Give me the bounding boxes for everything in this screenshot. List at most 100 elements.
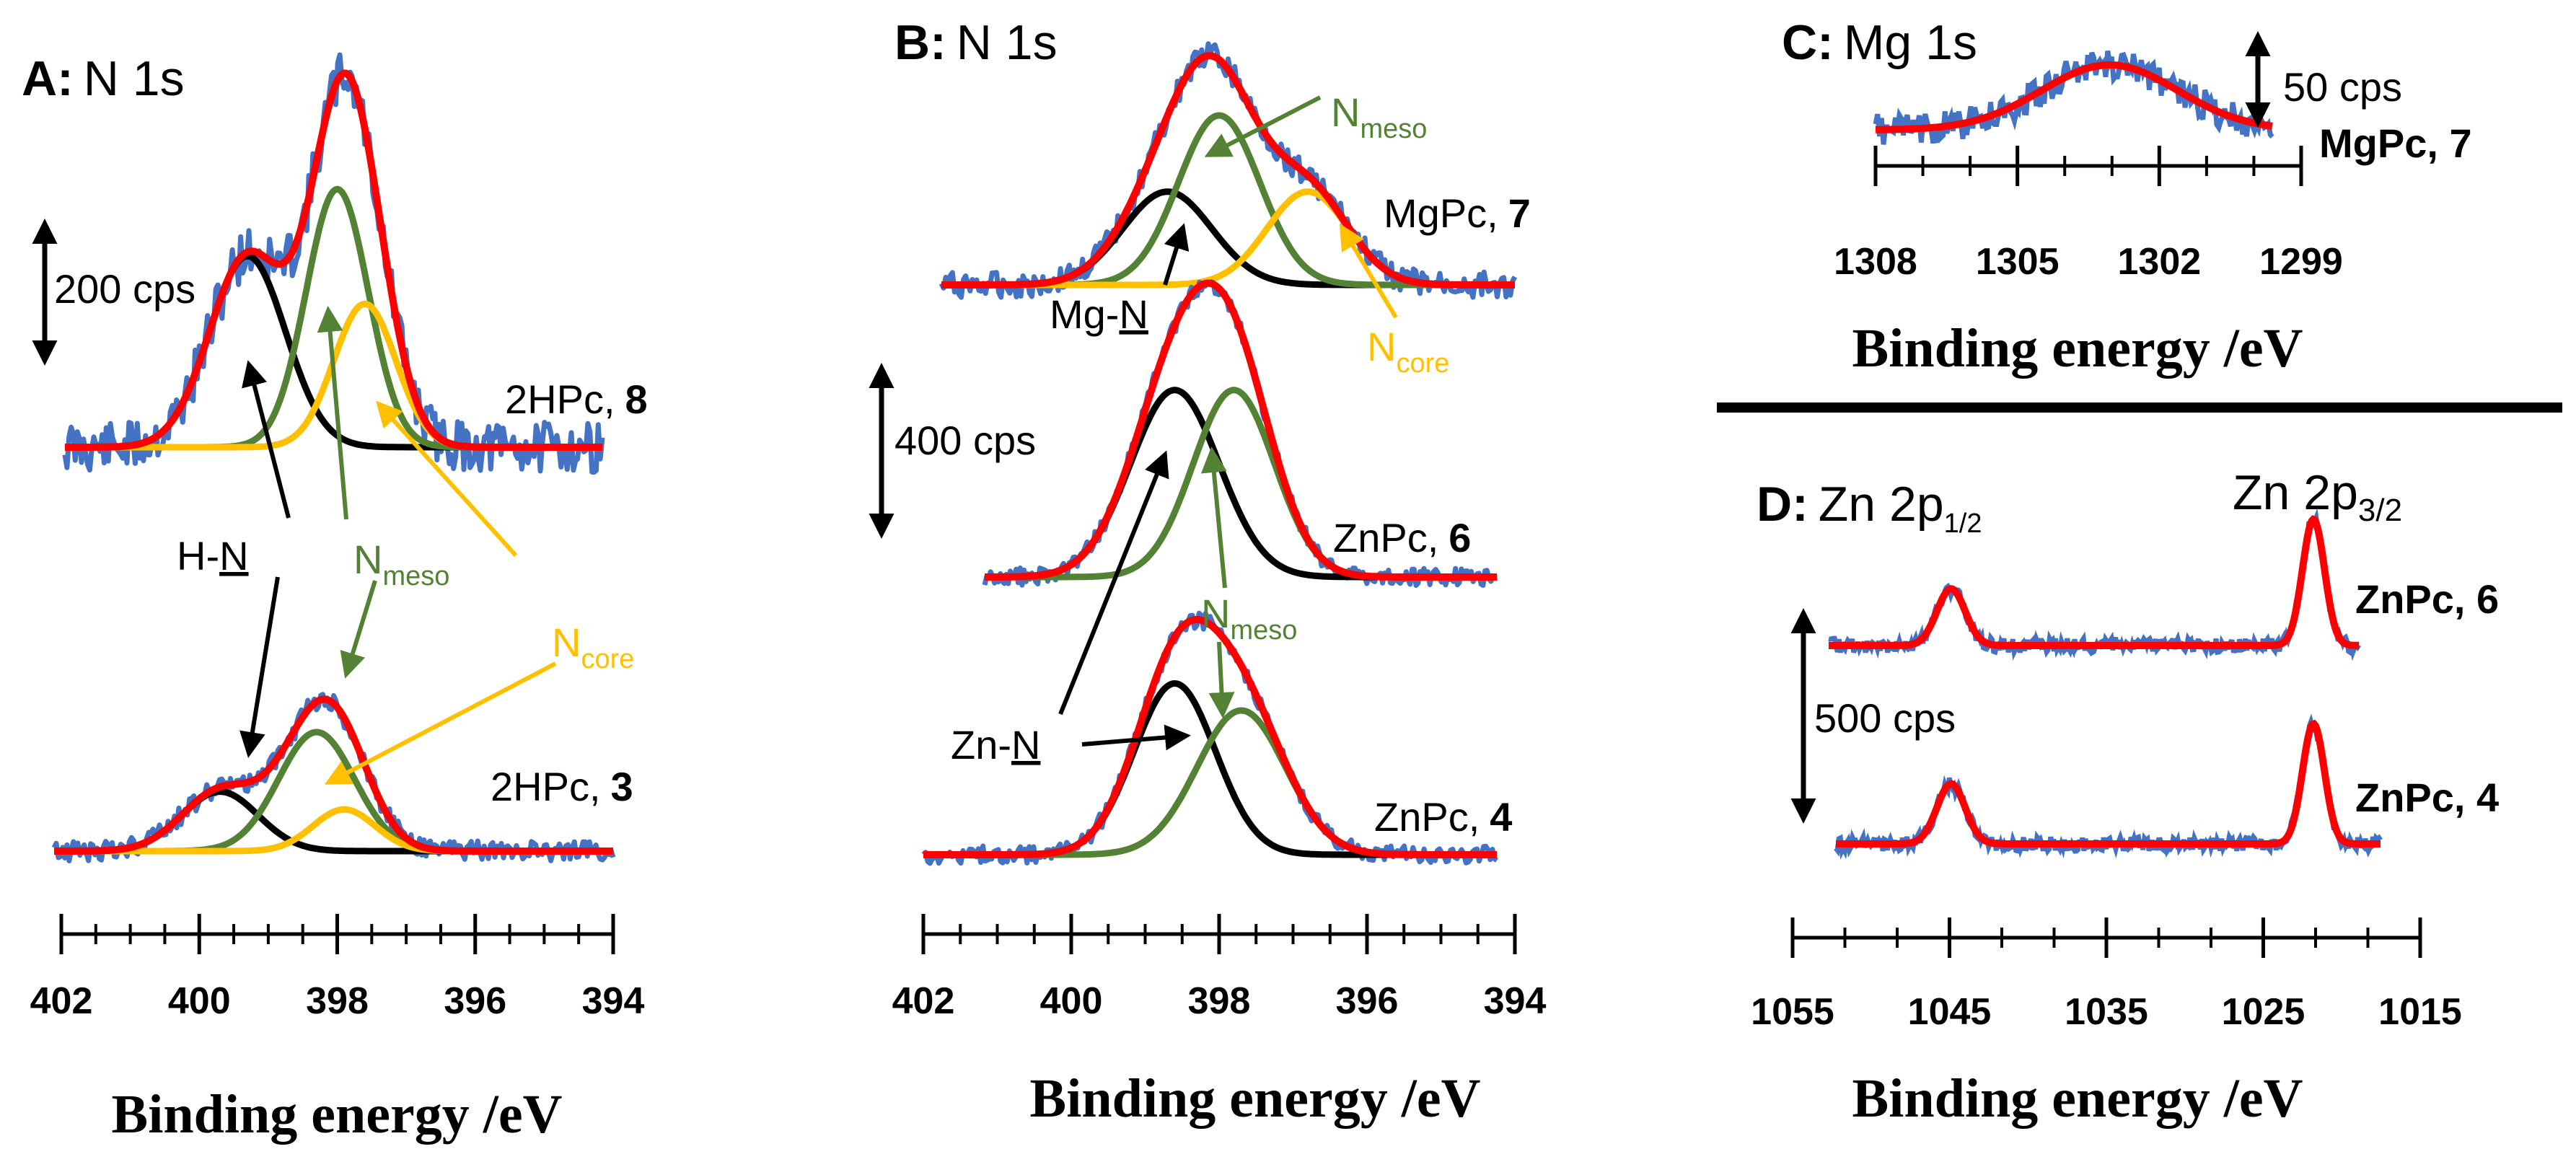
panel-d-row-4-fit-envelope	[1836, 719, 2381, 848]
panel-b-mgn-label: Mg-N	[1050, 291, 1148, 337]
svg-text:2HPc,3: 2HPc, 3	[491, 764, 633, 809]
panel-d: D: Zn 2p1/2 Zn 2p3/2 500 cps ZnPc, 6 ZnPc…	[1751, 465, 2499, 1129]
panel-c-sample-label: MgPc, 7	[2319, 120, 2472, 166]
panel-d-sample-label-6: ZnPc, 6	[2355, 576, 2499, 622]
panel-c-scale-label: 50 cps	[2283, 64, 2402, 110]
panel-a-hn-label: H-N	[177, 533, 249, 578]
svg-text:A:N 1s: A: N 1s	[22, 51, 185, 106]
panel-b-sample-4: ZnPc,	[1374, 794, 1480, 840]
svg-text:ZnPc,4: ZnPc, 4	[1374, 794, 1512, 840]
panel-d-title-right: Zn 2p	[2233, 465, 2358, 520]
panel-b-nmeso-label-bottom: Nmeso	[1201, 591, 1297, 646]
panel-b-row-4-fit-envelope	[923, 615, 1497, 858]
panel-a-letter: A:	[22, 51, 74, 106]
panel-a-scale-label: 200 cps	[54, 266, 195, 312]
panel-d-spectra	[1828, 508, 2383, 861]
svg-text:MgPc,7: MgPc, 7	[1384, 190, 1531, 236]
panel-b-sample-6: ZnPc,	[1333, 515, 1438, 560]
panel-a-nmeso-arrow-3	[340, 580, 377, 679]
panel-a-sample-8: 2HPc,	[505, 377, 615, 422]
panel-a-row-3-fit-envelope	[54, 695, 613, 855]
panel-c-spectra	[1873, 50, 2274, 145]
panel-a-tick-label: 396	[444, 980, 506, 1022]
panel-d-xlabel: Binding energy /eV	[1852, 1068, 2303, 1129]
svg-text:Zn 2p3/2: Zn 2p3/2	[2233, 465, 2402, 528]
panel-a-nmeso-arrow-8	[317, 306, 348, 520]
panel-b-row-6-fit-envelope	[985, 279, 1497, 581]
panel-c-tick-label: 1308	[1834, 241, 1917, 283]
panel-a-ncore-label: Ncore	[552, 620, 634, 674]
panel-c-title: Mg 1s	[1844, 15, 1977, 70]
panel-a-xlabel: Binding energy /eV	[112, 1084, 563, 1145]
panel-a-nmeso-label: Nmeso	[353, 537, 449, 591]
panel-a: A: N 1s 200 cps 2HPc, 8 2HPc, 3 H-N Nmeso N…	[22, 51, 648, 1145]
panel-b-znn-label: Zn-N	[951, 722, 1040, 767]
panel-b-tick-label: 396	[1336, 980, 1399, 1022]
panel-d-title-left-sub: 1/2	[1944, 509, 1982, 539]
panel-d-tick-label: 1015	[2378, 991, 2462, 1033]
panel-b-sample-7: MgPc,	[1384, 190, 1498, 236]
panel-d-tick-label: 1045	[1908, 991, 1992, 1033]
panel-b-title: N 1s	[957, 15, 1058, 70]
panel-a-tick-label: 394	[582, 980, 645, 1022]
panel-b-row-4-raw-trace	[921, 610, 1499, 866]
panel-b-znn-arrow-4	[1081, 724, 1191, 751]
panel-c-letter: C:	[1782, 15, 1834, 70]
panel-d-tick-label: 1025	[2222, 991, 2305, 1033]
panel-d-sample-label-4: ZnPc, 4	[2355, 775, 2499, 820]
panel-c-tick-label: 1299	[2259, 241, 2343, 283]
panel-c-tick-label: 1302	[2117, 241, 2201, 283]
panel-a-row-8-fit-envelope	[65, 69, 602, 451]
panel-b-row-7-fit-envelope	[941, 52, 1515, 289]
panel-d-tick-label: 1035	[2065, 991, 2148, 1033]
panel-b-mgn-arrow	[1163, 223, 1190, 286]
panel-d-title-left: Zn 2p	[1819, 477, 1944, 532]
panel-b-nmeso-arrow-7	[1204, 95, 1322, 157]
panel-b-nmeso-arrow-6	[1200, 446, 1227, 589]
panel-a-hn-arrow-8	[242, 360, 291, 519]
panel-d-row-6-raw-trace	[1828, 508, 2361, 661]
panel-b-tick-label: 398	[1188, 980, 1251, 1022]
panel-b-tick-label: 400	[1040, 980, 1103, 1022]
panel-a-tick-label: 398	[306, 980, 369, 1022]
panel-d-letter: D:	[1757, 477, 1808, 532]
svg-text:ZnPc,6: ZnPc, 6	[1333, 515, 1471, 560]
panel-b: B: N 1s 400 cps MgPc, 7 ZnPc, 6 ZnPc, 4 Nmes…	[869, 15, 1547, 1129]
panel-a-number-3: 3	[611, 764, 633, 809]
panel-b-nmeso-label-top: Nmeso	[1331, 89, 1427, 144]
panel-b-nmeso-arrow-4	[1208, 641, 1235, 718]
svg-text:B:N 1s: B: N 1s	[894, 15, 1058, 70]
panel-c: C: Mg 1s 50 cps MgPc, 7 1308 1305 1302 1299 …	[1782, 15, 2472, 379]
panel-a-spectra	[51, 52, 616, 863]
panel-c-xlabel: Binding energy /eV	[1852, 318, 2303, 379]
panel-d-x-axis: 1055 1045 1035 1025 1015	[1751, 917, 2462, 1033]
svg-text:C:Mg 1s: C: Mg 1s	[1782, 15, 1977, 70]
panel-b-tick-label: 394	[1484, 980, 1547, 1022]
panel-d-tick-label: 1055	[1751, 991, 1834, 1033]
panel-b-number-7: 7	[1508, 190, 1531, 236]
svg-text:D:Zn 2p1/2: D: Zn 2p1/2	[1757, 477, 1982, 539]
panel-c-tick-label: 1305	[1976, 241, 2060, 283]
panel-b-x-axis: 402 400 398 396 394	[892, 914, 1547, 1022]
panel-a-hn-arrow-3	[239, 576, 280, 758]
panel-b-xlabel: Binding energy /eV	[1030, 1068, 1481, 1129]
panel-b-spectra	[921, 41, 1518, 866]
panel-d-scale-label: 500 cps	[1814, 695, 1956, 741]
panel-b-number-4: 4	[1490, 794, 1512, 840]
panel-d-title-right-sub: 3/2	[2358, 493, 2402, 528]
panel-b-tick-label: 402	[892, 980, 955, 1022]
panel-a-title: N 1s	[84, 51, 185, 106]
panel-a-x-axis: 402 400 398 396 394	[30, 914, 645, 1022]
panel-b-letter: B:	[894, 15, 946, 70]
panel-b-row-7-raw-trace	[938, 41, 1518, 300]
panel-c-fit-envelope	[1875, 61, 2273, 133]
panel-b-number-6: 6	[1449, 515, 1471, 560]
panel-b-znn-arrow-6	[1058, 450, 1169, 716]
panel-d-row-6-fit-envelope	[1829, 515, 2360, 649]
svg-text:2HPc,8: 2HPc, 8	[505, 377, 648, 422]
panel-a-sample-3: 2HPc,	[491, 764, 601, 809]
panel-a-ncore-arrow-8	[375, 400, 518, 558]
panel-c-x-axis: 1308 1305 1302 1299	[1834, 146, 2343, 283]
panel-a-tick-label: 400	[168, 980, 231, 1022]
